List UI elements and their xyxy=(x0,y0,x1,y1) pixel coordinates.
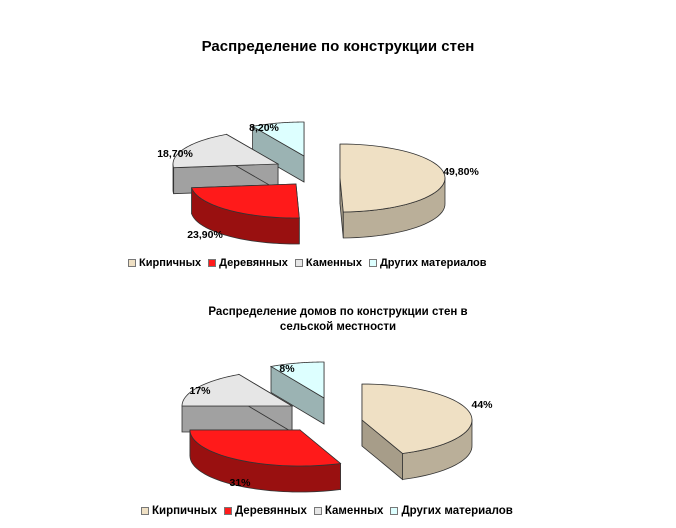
legend-item-wood: Деревянных xyxy=(208,257,288,269)
legend-item-stone: Каменных xyxy=(313,505,384,517)
chart-1-title: Распределение по конструкции стен xyxy=(201,38,475,55)
legend-item-other: Других материалов xyxy=(368,257,487,269)
pie-data-label: 8% xyxy=(279,363,295,375)
slice-brick xyxy=(361,383,473,481)
slice-wood xyxy=(189,429,342,493)
legend-item-brick: Кирпичных xyxy=(128,257,201,269)
legend-label: Деревянных xyxy=(234,505,307,517)
legend-label: Других материалов xyxy=(379,257,487,269)
legend-swatch xyxy=(128,259,136,267)
pie-data-label: 8,20% xyxy=(249,122,279,134)
slice-stone xyxy=(181,373,294,433)
chart-2-title-text: Распределение домов по конструкции стен … xyxy=(208,306,468,333)
legend-swatch xyxy=(208,259,217,267)
legend-item-stone: Каменных xyxy=(294,257,362,269)
legend-label: Кирпичных xyxy=(139,257,202,269)
legend-label: Деревянных xyxy=(219,257,288,269)
pie-data-label: 49,80% xyxy=(443,166,479,178)
legend-swatch xyxy=(390,507,399,515)
legend-swatch xyxy=(223,507,232,515)
legend-item-other: Других материалов xyxy=(390,505,513,517)
slice-brick xyxy=(339,143,446,239)
chart-2-title: Распределение домов по конструкции стен … xyxy=(0,305,676,335)
legend-label: Других материалов xyxy=(401,505,513,517)
legend-item-wood: Деревянных xyxy=(223,505,307,517)
pie-data-label: 31% xyxy=(229,477,251,489)
legend-swatch xyxy=(313,507,322,515)
legend-item-brick: Кирпичных xyxy=(141,505,217,517)
legend-swatch xyxy=(141,507,149,515)
legend-label: Кирпичных xyxy=(152,505,217,517)
pie-data-label: 23,90% xyxy=(187,229,223,241)
legend-swatch xyxy=(294,259,303,267)
legend-label: Каменных xyxy=(305,257,362,269)
slice-wood xyxy=(191,183,300,245)
legend-label: Каменных xyxy=(324,505,384,517)
legend-swatch xyxy=(368,259,377,267)
chart-1-legend: Кирпичных Деревянных Каменных Других мат… xyxy=(128,257,494,269)
pie-data-label: 17% xyxy=(189,385,211,397)
pie-data-label: 18,70% xyxy=(157,148,193,160)
pie-data-label: 44% xyxy=(471,399,493,411)
chart-2-legend: Кирпичных Деревянных Каменных Других мат… xyxy=(141,505,520,517)
slice-other xyxy=(269,361,325,425)
